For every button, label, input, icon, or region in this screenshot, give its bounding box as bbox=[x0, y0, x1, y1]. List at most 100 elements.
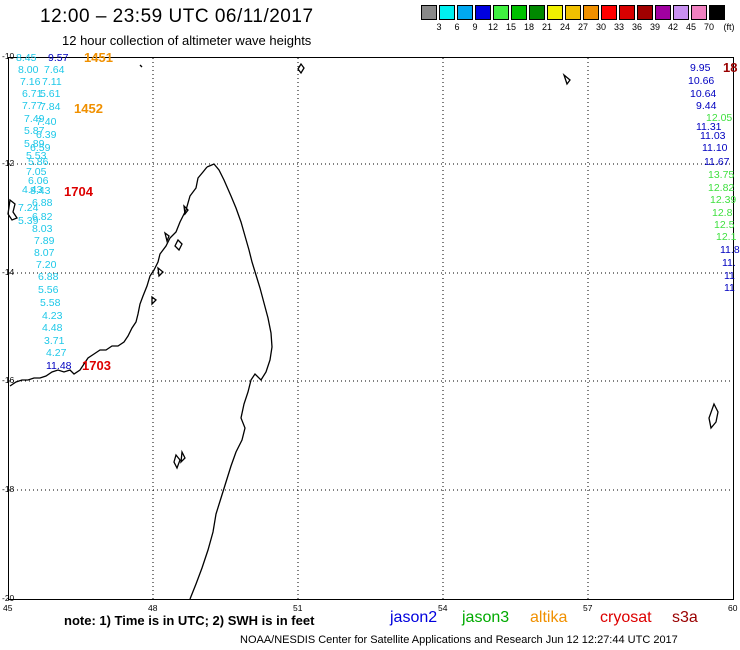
wave-height-value: 7.24 bbox=[18, 202, 39, 214]
x-tick-label: 54 bbox=[438, 603, 448, 613]
legend-swatch bbox=[547, 5, 563, 20]
legend-swatch bbox=[655, 5, 671, 20]
wave-height-value: 9.95 bbox=[690, 62, 711, 74]
pass-time-label: 1451 bbox=[84, 50, 113, 65]
map-frame bbox=[8, 57, 734, 600]
legend-label: 15 bbox=[505, 22, 516, 32]
y-tick-label: -16 bbox=[2, 375, 15, 385]
wave-height-value: 6.06 bbox=[28, 175, 49, 187]
wave-height-value: 11 bbox=[724, 282, 735, 294]
legend-swatch bbox=[637, 5, 653, 20]
wave-height-value: 12.39 bbox=[710, 194, 737, 206]
chart-subtitle: 12 hour collection of altimeter wave hei… bbox=[62, 33, 312, 48]
wave-height-value: 7.40 bbox=[36, 116, 57, 128]
satellite-name: altika bbox=[530, 609, 568, 626]
legend-unit: (ft) bbox=[723, 22, 735, 32]
satellite-name: s3a bbox=[672, 609, 698, 626]
legend-label: 3 bbox=[436, 22, 442, 32]
wave-height-value: 5.87 bbox=[24, 125, 45, 137]
coastline-madagascar bbox=[9, 163, 273, 600]
wave-height-value: 12.82 bbox=[708, 182, 735, 194]
legend-swatch bbox=[583, 5, 599, 20]
wave-height-value: 7.84 bbox=[40, 101, 61, 113]
wave-height-value: 13.75 bbox=[708, 169, 735, 181]
legend-swatch bbox=[421, 5, 437, 20]
y-tick-label: -14 bbox=[2, 267, 15, 277]
satellite-name: jason2 bbox=[390, 609, 438, 626]
wave-height-value: 11.03 bbox=[700, 130, 726, 142]
wave-height-value: 11.48 bbox=[46, 360, 72, 372]
wave-height-value: 7.77 bbox=[22, 100, 43, 112]
pass-time-label: 18 bbox=[723, 60, 738, 75]
legend-swatch bbox=[709, 5, 725, 20]
y-tick-label: -12 bbox=[2, 158, 15, 168]
legend-swatch bbox=[691, 5, 707, 20]
legend-label: 27 bbox=[577, 22, 588, 32]
wave-height-value: 11.10 bbox=[702, 142, 728, 154]
legend-label: 36 bbox=[631, 22, 642, 32]
legend-label: 9 bbox=[472, 22, 478, 32]
wave-height-value: 11.8 bbox=[720, 244, 740, 256]
legend-swatch bbox=[529, 5, 545, 20]
legend-label: 21 bbox=[541, 22, 552, 32]
wave-height-value: 4.43 bbox=[22, 184, 43, 196]
legend-label: 45 bbox=[685, 22, 696, 32]
wave-height-value: 5.86 bbox=[28, 156, 49, 168]
pass-time-label: 1704 bbox=[64, 184, 93, 199]
legend-swatch bbox=[565, 5, 581, 20]
wave-height-value: 8.07 bbox=[34, 247, 55, 259]
grid-lines bbox=[9, 58, 733, 599]
x-tick-label: 51 bbox=[293, 603, 303, 613]
wave-height-value: 7.11 bbox=[42, 76, 62, 88]
legend-swatch bbox=[475, 5, 491, 20]
pass-time-label: 1452 bbox=[74, 101, 103, 116]
wave-height-value: 7.20 bbox=[36, 259, 57, 271]
legend-label: 12 bbox=[487, 22, 498, 32]
wave-height-value: 11. bbox=[722, 257, 736, 269]
wave-height-value: 12.1 bbox=[716, 231, 737, 243]
wave-height-value: 12.5 bbox=[714, 219, 735, 231]
legend-swatch bbox=[511, 5, 527, 20]
x-tick-label: 45 bbox=[3, 603, 13, 613]
wave-height-value: 4.23 bbox=[42, 310, 63, 322]
legend-label: 30 bbox=[595, 22, 606, 32]
y-tick-label: -18 bbox=[2, 484, 15, 494]
chart-title: 12:00 – 23:59 UTC 06/11/2017 bbox=[40, 6, 314, 27]
wave-height-value: 8.03 bbox=[32, 223, 53, 235]
x-tick-label: 60 bbox=[728, 603, 738, 613]
wave-height-value: 7.89 bbox=[34, 235, 55, 247]
wave-height-value: 11.31 bbox=[696, 121, 722, 133]
y-tick-label: -20 bbox=[2, 593, 15, 603]
wave-height-value: 6.88 bbox=[32, 197, 53, 209]
legend-label: 70 bbox=[703, 22, 714, 32]
wave-height-value: 4.27 bbox=[46, 347, 67, 359]
wave-height-value: 3.71 bbox=[44, 335, 65, 347]
credit-line: NOAA/NESDIS Center for Satellite Applica… bbox=[240, 634, 678, 646]
wave-height-value: 6.82 bbox=[32, 211, 53, 223]
wave-height-value: 12.05 bbox=[706, 112, 733, 124]
wave-height-value: 10.66 bbox=[688, 75, 715, 87]
wave-height-value: 6.59 bbox=[30, 142, 51, 154]
wave-height-value: 5.53 bbox=[26, 150, 47, 162]
wave-height-value: 7.05 bbox=[26, 166, 47, 178]
wave-height-value: 12.8 bbox=[712, 207, 733, 219]
wave-height-value: 6.71 bbox=[22, 88, 43, 100]
satellite-name: jason3 bbox=[462, 609, 510, 626]
wave-height-value: 7.16 bbox=[20, 76, 41, 88]
wave-height-value: 8.45 bbox=[16, 52, 37, 64]
wave-height-value: 8.43 bbox=[30, 185, 51, 197]
wave-height-value: 4.48 bbox=[42, 322, 63, 334]
wave-height-value: 9.44 bbox=[696, 100, 717, 112]
legend-label: 33 bbox=[613, 22, 624, 32]
wave-height-value: 11.67 bbox=[704, 156, 730, 168]
footer-note: note: 1) Time is in UTC; 2) SWH is in fe… bbox=[64, 613, 315, 628]
legend-swatch bbox=[619, 5, 635, 20]
legend-label: 39 bbox=[649, 22, 660, 32]
pass-time-label: 1703 bbox=[82, 358, 111, 373]
legend-label: 6 bbox=[454, 22, 460, 32]
wave-height-value: 5.89 bbox=[24, 138, 45, 150]
legend-label: 24 bbox=[559, 22, 570, 32]
y-tick-label: -10 bbox=[2, 51, 15, 61]
wave-height-value: 7.64 bbox=[44, 64, 65, 76]
